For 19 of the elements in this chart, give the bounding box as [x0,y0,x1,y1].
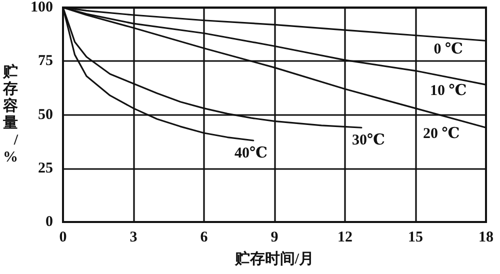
y-tick-label: 100 [30,0,53,16]
annotation: 30℃ [352,132,386,148]
annotation: 40℃ [234,145,268,162]
x-tick-label: 9 [270,230,278,246]
x-axis-title: 贮存时间/月 [234,250,314,268]
annotation: 20 ℃ [422,126,460,142]
annotation: 0 ℃ [434,41,464,58]
y-tick-label: 50 [38,106,53,123]
y-axis-title: 贮存容量/% [2,63,19,166]
x-tick-label: 3 [130,230,138,246]
y-tick-label: 25 [38,160,53,176]
y-tick-label: 75 [38,53,53,70]
x-tick-label: 6 [200,230,208,246]
x-tick-label: 15 [408,230,423,246]
x-tick-label: 0 [59,230,67,246]
x-tick-label: 12 [338,230,352,246]
y-tick-label: 0 [46,214,53,230]
x-tick-label: 18 [478,230,494,246]
annotation: 10 ℃ [430,83,467,100]
